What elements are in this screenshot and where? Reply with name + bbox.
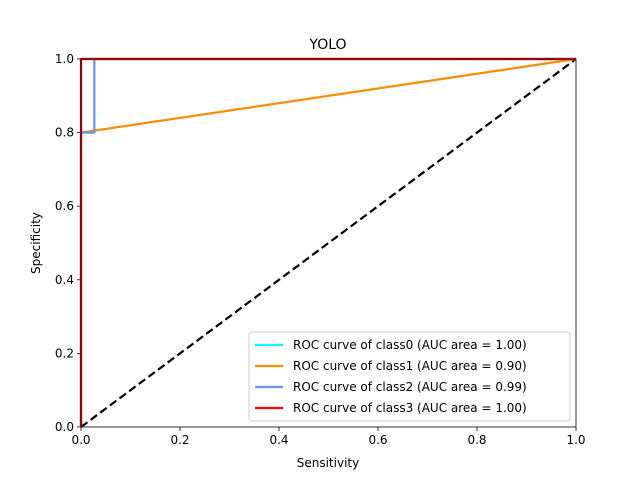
legend-label-class2: ROC curve of class2 (AUC area = 0.99) [293, 380, 527, 394]
plot-area: 0.0 0.2 0.4 0.6 0.8 1.0 0.0 0.2 0.4 0.6 0.8 1.0 ROC … [55, 52, 586, 447]
y-tick-label: 0.2 [55, 346, 74, 360]
x-axis-label: Sensitivity [297, 456, 359, 470]
x-tick-label: 1.0 [566, 433, 585, 447]
y-tick-label: 0.8 [55, 126, 74, 140]
chart-title: YOLO [308, 37, 346, 53]
y-axis-label: Specificity [29, 212, 43, 274]
legend-box [248, 331, 571, 422]
legend-label-class3: ROC curve of class3 (AUC area = 1.00) [293, 401, 527, 415]
x-tick-label: 0.4 [269, 433, 288, 447]
y-tick-label: 0.0 [55, 420, 74, 434]
x-tick-label: 0.6 [368, 433, 387, 447]
x-tick-label: 0.2 [170, 433, 189, 447]
y-tick-label: 0.4 [55, 273, 74, 287]
x-tick-label: 0.8 [467, 433, 486, 447]
y-tick-label: 1.0 [55, 52, 74, 66]
legend-label-class0: ROC curve of class0 (AUC area = 1.00) [293, 338, 527, 352]
y-tick-label: 0.6 [55, 199, 74, 213]
reference-diagonal-line [80, 58, 577, 428]
x-tick-label: 0.0 [71, 433, 90, 447]
plot-frame [80, 58, 577, 428]
legend-label-class1: ROC curve of class1 (AUC area = 0.90) [293, 359, 527, 373]
